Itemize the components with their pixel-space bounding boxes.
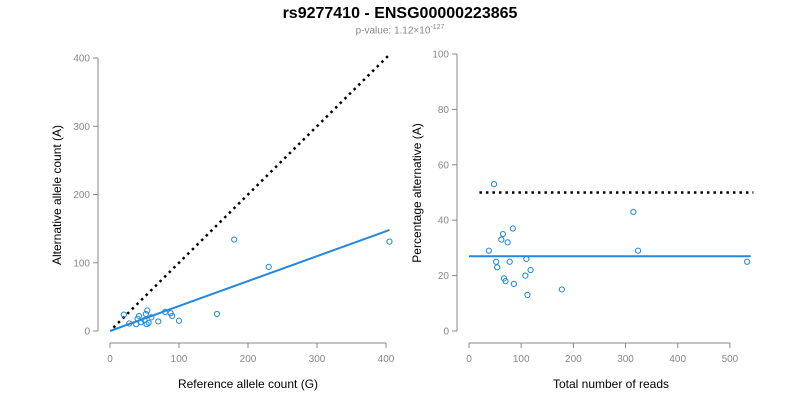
right-data-point [558,286,565,293]
right-data-point [494,264,501,271]
right-x-tick-label: 200 [565,354,582,365]
pvalue-text: p-value: 1.12×10 [355,25,431,37]
chart-title: rs9277410 - ENSG00000223865 [282,5,518,22]
right-x-tick-label: 100 [513,354,530,365]
right-data-point [510,280,517,288]
left-y-axis-label: Alternative allele count (A) [50,125,64,265]
left-x-axis-label: Reference allele count (G) [178,377,318,391]
left-x-tick-label: 200 [240,354,257,365]
right-data-point [485,247,492,254]
right-y-tick-label: 80 [438,105,450,116]
left-data-point [155,318,162,325]
right-data-point [504,239,511,246]
right-data-point [522,272,529,279]
left-x-tick-label: 300 [309,354,326,365]
right-y-tick-label: 0 [443,327,449,338]
left-data-point [126,320,133,327]
left-data-point [145,319,152,326]
right-data-point [502,278,509,285]
left-data-point [162,308,169,315]
pvalue-subtitle: p-value: 1.12×10-127 [0,24,800,36]
left-y-tick-label: 300 [73,122,90,133]
right-y-axis-label: Percentage alternative (A) [410,123,424,262]
left-data-point [265,263,272,270]
left-data-point [213,310,221,318]
right-data-point [630,208,637,215]
right-data-point [524,291,531,299]
left-y-tick-label: 100 [73,258,90,269]
right-data-point [527,266,534,274]
right-x-axis-label: Total number of reads [553,377,669,391]
right-data-point [744,258,751,265]
left-data-point [175,317,183,324]
left-y-tick-label: 400 [73,54,90,65]
right-y-tick-label: 60 [438,160,450,171]
right-y-tick-label: 20 [438,271,450,282]
left-reference-line [112,53,391,329]
right-data-point [498,236,505,243]
right-data-point [509,225,516,232]
right-data-point [634,247,642,254]
left-data-point [148,314,155,321]
left-x-tick-label: 400 [378,354,395,365]
right-data-point [490,181,498,188]
left-data-point [144,307,151,314]
right-x-tick-label: 500 [722,354,739,365]
left-data-point [120,311,127,318]
right-x-tick-label: 400 [669,354,686,365]
left-y-tick-label: 200 [73,190,90,201]
left-fit-line [109,229,390,332]
right-data-point [499,230,507,238]
left-data-point [142,310,149,318]
right-x-tick-label: 0 [466,354,472,365]
right-y-tick-label: 100 [432,50,449,61]
left-data-point [169,312,176,320]
left-x-tick-label: 0 [107,354,113,365]
left-y-tick-label: 0 [84,327,90,338]
right-y-tick-label: 40 [438,216,450,227]
right-x-tick-label: 300 [617,354,634,365]
right-data-point [506,258,513,265]
right-data-point [493,258,500,265]
pvalue-exponent: -127 [430,24,445,31]
left-data-point [135,312,143,320]
left-data-point [231,236,238,243]
left-x-tick-label: 100 [171,354,188,365]
left-data-point [386,238,393,245]
right-data-point [523,255,530,263]
